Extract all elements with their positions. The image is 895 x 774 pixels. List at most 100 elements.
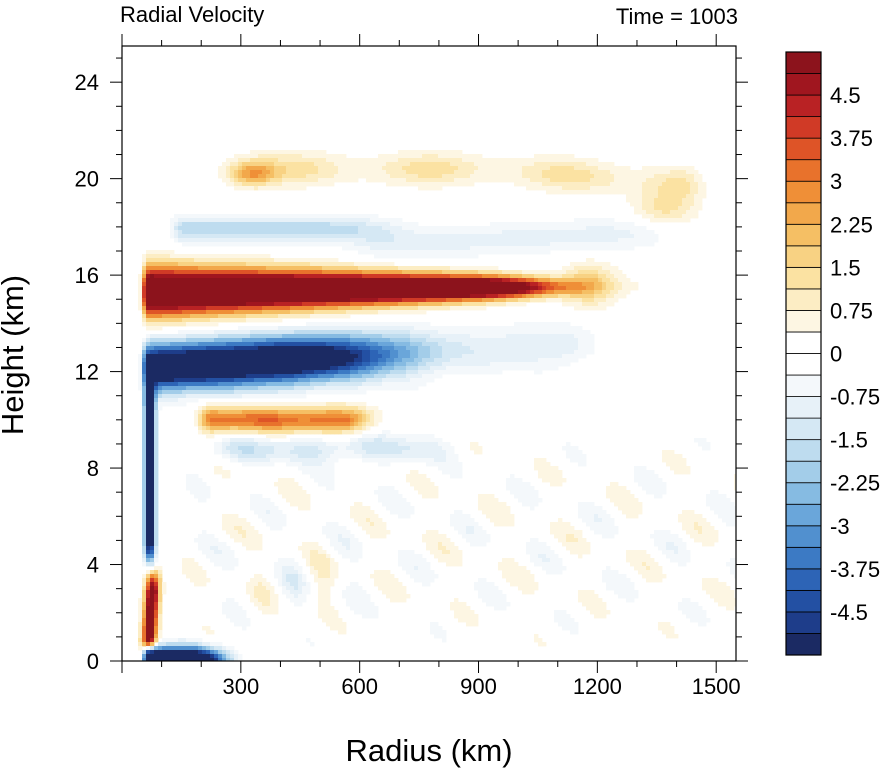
heatmap-cell (642, 174, 647, 179)
heatmap-cell (266, 314, 271, 319)
heatmap-cell (266, 186, 271, 191)
heatmap-cell (358, 238, 363, 243)
heatmap-cell (250, 274, 255, 279)
heatmap-cell (310, 322, 315, 327)
heatmap-cell (478, 170, 483, 175)
heatmap-cell (674, 202, 679, 207)
heatmap-cell (402, 306, 407, 311)
heatmap-cell (346, 214, 351, 219)
heatmap-cell (498, 334, 503, 339)
heatmap-cell (486, 250, 491, 255)
heatmap-cell (622, 274, 627, 279)
heatmap-cell (646, 242, 651, 247)
heatmap-cell (250, 262, 255, 267)
heatmap-cell (278, 286, 283, 291)
heatmap-cell (218, 362, 223, 367)
heatmap-cell (274, 150, 279, 155)
heatmap-cell (478, 362, 483, 367)
heatmap-cell (382, 246, 387, 251)
heatmap-cell (486, 266, 491, 271)
heatmap-cell (534, 270, 539, 275)
heatmap-cell (550, 230, 555, 235)
heatmap-cell (162, 290, 167, 295)
heatmap-cell (166, 262, 171, 267)
heatmap-cell (358, 346, 363, 351)
heatmap-cell (378, 338, 383, 343)
heatmap-cell (434, 238, 439, 243)
heatmap-cell (242, 342, 247, 347)
heatmap-cell (526, 322, 531, 327)
heatmap-cell (470, 306, 475, 311)
heatmap-cell (338, 266, 343, 271)
heatmap-cell (346, 354, 351, 359)
heatmap-cell (554, 226, 559, 231)
heatmap-cell (630, 190, 635, 195)
heatmap-cell (618, 270, 623, 275)
heatmap-cell (454, 346, 459, 351)
heatmap-cell (358, 290, 363, 295)
heatmap-cell (662, 214, 667, 219)
heatmap-cell (502, 290, 507, 295)
heatmap-cell (314, 342, 319, 347)
heatmap-cell (238, 186, 243, 191)
heatmap-cell (474, 250, 479, 255)
heatmap-cell (202, 258, 207, 263)
heatmap-cell (378, 306, 383, 311)
heatmap-cell (354, 302, 359, 307)
heatmap-cell (526, 274, 531, 279)
heatmap-cell (450, 170, 455, 175)
heatmap-cell (174, 362, 179, 367)
heatmap-cell (614, 166, 619, 171)
heatmap-cell (554, 290, 559, 295)
heatmap-cell (210, 214, 215, 219)
heatmap-cell (154, 334, 159, 339)
heatmap-cell (450, 158, 455, 163)
heatmap-cell (226, 174, 231, 179)
heatmap-cell (482, 234, 487, 239)
heatmap-cell (206, 350, 211, 355)
heatmap-cell (390, 370, 395, 375)
heatmap-cell (450, 166, 455, 171)
heatmap-cell (586, 234, 591, 239)
heatmap-cell (238, 166, 243, 171)
heatmap-cell (266, 358, 271, 363)
heatmap-cell (210, 298, 215, 303)
heatmap-cell (438, 366, 443, 371)
heatmap-cell (362, 266, 367, 271)
heatmap-cell (386, 226, 391, 231)
heatmap-cell (470, 234, 475, 239)
heatmap-cell (662, 198, 667, 203)
heatmap-cell (234, 214, 239, 219)
heatmap-cell (354, 234, 359, 239)
heatmap-cell (570, 350, 575, 355)
heatmap-cell (214, 222, 219, 227)
heatmap-cell (426, 166, 431, 171)
heatmap-cell (370, 294, 375, 299)
heatmap-cell (522, 350, 527, 355)
heatmap-cell (166, 318, 171, 323)
heatmap-cell (298, 170, 303, 175)
heatmap-cell (430, 230, 435, 235)
heatmap-cell (234, 166, 239, 171)
heatmap-cell (210, 362, 215, 367)
heatmap-cell (330, 262, 335, 267)
heatmap-cell (306, 286, 311, 291)
heatmap-cell (482, 326, 487, 331)
heatmap-cell (170, 342, 175, 347)
heatmap-cell (274, 214, 279, 219)
heatmap-cell (258, 362, 263, 367)
heatmap-cell (342, 366, 347, 371)
heatmap-cell (302, 306, 307, 311)
heatmap-cell (366, 326, 371, 331)
heatmap-cell (286, 338, 291, 343)
heatmap-cell (142, 298, 147, 303)
heatmap-cell (182, 346, 187, 351)
heatmap-cell (642, 194, 647, 199)
heatmap-cell (202, 234, 207, 239)
heatmap-cell (158, 334, 163, 339)
heatmap-cell (298, 166, 303, 171)
heatmap-cell (194, 286, 199, 291)
heatmap-cell (518, 246, 523, 251)
heatmap-cell (482, 270, 487, 275)
heatmap-cell (222, 270, 227, 275)
